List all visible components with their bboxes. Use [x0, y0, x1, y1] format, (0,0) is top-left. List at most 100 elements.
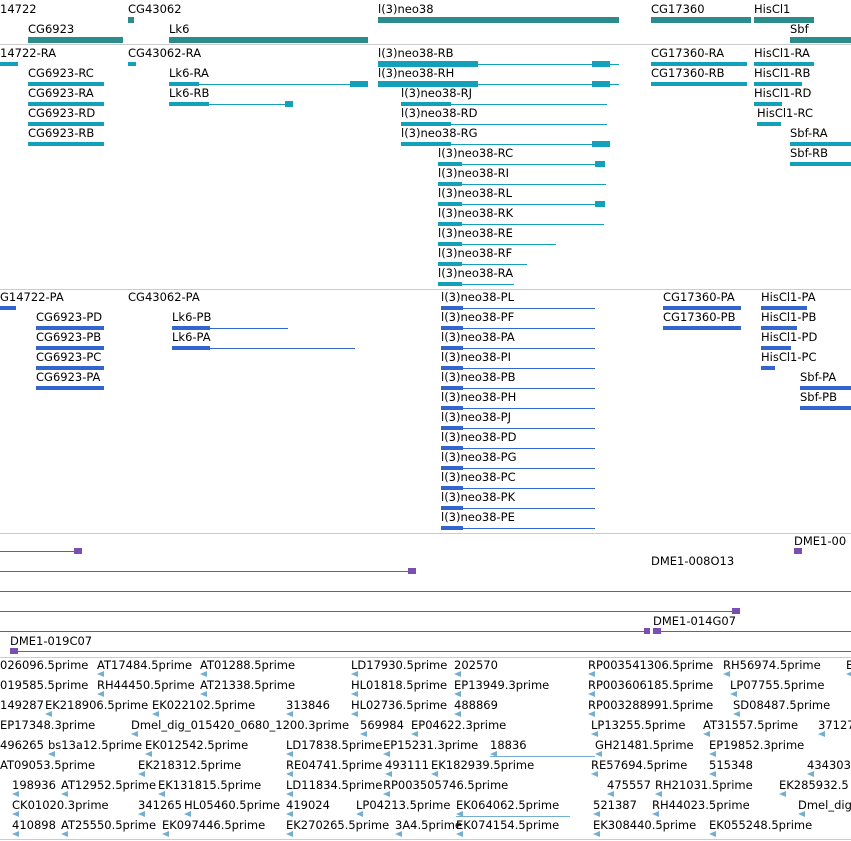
exon-bar[interactable] [169, 102, 209, 106]
exon-bar[interactable] [441, 466, 463, 470]
exon-bar[interactable] [438, 242, 462, 246]
exon-bar[interactable] [754, 82, 802, 86]
exon-bar[interactable] [285, 101, 293, 107]
exon-bar[interactable] [36, 386, 104, 390]
exon-bar[interactable] [653, 628, 661, 634]
exon-bar[interactable] [441, 426, 463, 430]
exon-bar[interactable] [438, 182, 462, 186]
exon-bar[interactable] [172, 326, 210, 330]
feature-label: 496265 [0, 738, 44, 752]
exon-bar[interactable] [172, 346, 210, 350]
feature-label: 14722-RA [0, 46, 57, 60]
exon-bar[interactable] [754, 62, 814, 66]
feature-label: CG6923-RC [28, 66, 94, 80]
exon-bar[interactable] [28, 102, 104, 106]
exon-bar[interactable] [36, 326, 104, 330]
exon-bar[interactable] [28, 37, 123, 43]
feature-label: SD08487.5prime [733, 698, 831, 712]
feature-label: EP13949.3prime [454, 678, 550, 692]
exon-bar[interactable] [401, 142, 451, 146]
exon-bar[interactable] [757, 122, 781, 126]
exon-bar[interactable] [663, 326, 741, 330]
strand-arrow-icon [733, 711, 740, 717]
exon-bar[interactable] [663, 306, 741, 310]
strand-arrow-icon [454, 711, 461, 717]
exon-bar[interactable] [401, 122, 451, 126]
exon-bar[interactable] [794, 548, 802, 554]
exon-bar[interactable] [28, 122, 104, 126]
exon-bar[interactable] [438, 162, 462, 166]
feature-label: Sbf [790, 22, 809, 36]
exon-bar[interactable] [595, 161, 605, 167]
strand-arrow-icon [818, 731, 825, 737]
strand-arrow-icon [846, 671, 851, 677]
exon-bar[interactable] [651, 62, 747, 66]
exon-bar[interactable] [128, 62, 136, 66]
exon-bar[interactable] [441, 406, 463, 410]
exon-bar[interactable] [651, 17, 751, 23]
feature-label: CG6923-RA [28, 86, 94, 100]
exon-bar[interactable] [441, 306, 463, 310]
exon-bar[interactable] [441, 486, 463, 490]
exon-bar[interactable] [761, 366, 775, 370]
strand-arrow-icon [200, 671, 207, 677]
exon-bar[interactable] [36, 366, 104, 370]
exon-bar[interactable] [595, 201, 605, 207]
exon-bar[interactable] [169, 37, 368, 43]
exon-bar[interactable] [761, 346, 791, 350]
exon-bar[interactable] [350, 81, 368, 87]
exon-bar[interactable] [36, 346, 104, 350]
feature-label: l(3)neo38-PL [441, 290, 515, 304]
exon-bar[interactable] [169, 82, 199, 86]
intron-line [438, 164, 605, 165]
exon-bar[interactable] [438, 202, 462, 206]
exon-bar[interactable] [644, 628, 650, 634]
exon-bar[interactable] [0, 306, 16, 310]
exon-bar[interactable] [74, 548, 82, 554]
exon-bar[interactable] [128, 17, 134, 23]
exon-bar[interactable] [761, 326, 797, 330]
exon-bar[interactable] [28, 142, 104, 146]
feature-label: LP07755.5prime [730, 678, 825, 692]
exon-bar[interactable] [438, 222, 462, 226]
exon-bar[interactable] [732, 608, 740, 614]
exon-bar[interactable] [378, 17, 619, 23]
exon-bar[interactable] [592, 141, 610, 147]
exon-bar[interactable] [441, 526, 463, 530]
exon-bar[interactable] [800, 386, 851, 390]
exon-bar[interactable] [441, 506, 463, 510]
exon-bar[interactable] [651, 82, 747, 86]
exon-bar[interactable] [378, 61, 478, 67]
strand-arrow-icon [456, 831, 463, 837]
strand-arrow-icon [12, 791, 19, 797]
exon-bar[interactable] [754, 17, 814, 23]
exon-bar[interactable] [10, 648, 18, 654]
feature-label: 410898 [12, 818, 56, 832]
exon-bar[interactable] [761, 306, 807, 310]
exon-bar[interactable] [401, 102, 451, 106]
exon-bar[interactable] [378, 81, 478, 87]
exon-bar[interactable] [790, 37, 851, 43]
feature-label: LP04213.5prime [356, 798, 451, 812]
exon-bar[interactable] [592, 81, 610, 87]
exon-bar[interactable] [800, 406, 851, 410]
exon-bar[interactable] [592, 61, 610, 67]
feature-label: Lk6-PA [172, 330, 211, 344]
exon-bar[interactable] [438, 282, 462, 286]
exon-bar[interactable] [754, 102, 782, 106]
feature-label: HL02736.5prime [351, 698, 448, 712]
exon-bar[interactable] [28, 82, 104, 86]
exon-bar[interactable] [441, 326, 463, 330]
exon-bar[interactable] [408, 568, 416, 574]
exon-bar[interactable] [441, 346, 463, 350]
exon-bar[interactable] [441, 366, 463, 370]
feature-label: l(3)neo38-PJ [441, 410, 511, 424]
exon-bar[interactable] [441, 386, 463, 390]
exon-bar[interactable] [438, 262, 462, 266]
exon-bar[interactable] [441, 446, 463, 450]
exon-bar[interactable] [790, 162, 851, 166]
feature-label: CG6923-PC [36, 350, 102, 364]
feature-label: 198936 [12, 778, 56, 792]
exon-bar[interactable] [790, 142, 851, 146]
exon-bar[interactable] [0, 62, 18, 66]
